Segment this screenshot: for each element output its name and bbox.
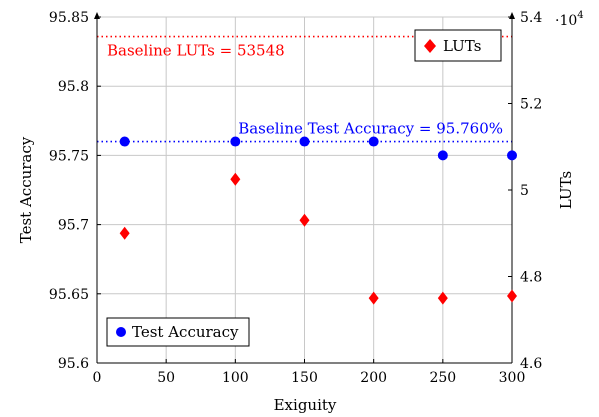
accuracy-point [368, 136, 379, 147]
accuracy-point [507, 150, 517, 161]
x-tick-label: 0 [93, 370, 102, 386]
right-y-tick-label: 4.6 [520, 356, 542, 372]
legend-box [106, 317, 250, 347]
accuracy-point [119, 136, 130, 147]
right-y-axis-label: LUTs [557, 171, 575, 209]
luts-point [119, 226, 130, 240]
right-y-tick-label: 5.4 [520, 10, 542, 26]
luts-point [437, 291, 448, 305]
right-y-tick-label: 5 [520, 183, 529, 199]
right-axis-multiplier: ·104 [555, 10, 584, 29]
left-y-axis-arrow [94, 12, 100, 19]
x-tick-label: 150 [291, 370, 318, 386]
luts-point [230, 172, 241, 186]
accuracy-point [230, 136, 241, 147]
x-tick-label: 100 [222, 370, 249, 386]
left-y-tick-label: 95.8 [58, 79, 89, 95]
left-y-tick-label: 95.75 [49, 148, 89, 164]
left-y-tick-label: 95.85 [49, 10, 89, 26]
x-tick-label: 300 [499, 370, 526, 386]
right-y-axis-ticks: 4.6 4.8 5 5.2 5.4 [508, 10, 542, 372]
legend-diamond-icon [424, 39, 436, 53]
baseline-label: Baseline LUTs = 53548 [107, 42, 285, 60]
legend-test-accuracy: Test Accuracy [106, 317, 250, 347]
legend-label: LUTs [443, 37, 481, 55]
legend-luts: LUTs [414, 29, 502, 62]
multiplier-base: ·10 [555, 13, 577, 29]
data-marks [119, 136, 517, 305]
left-y-axis-ticks: 95.6 95.65 95.7 95.75 95.8 95.85 [49, 10, 101, 372]
right-y-tick-label: 5.2 [520, 97, 542, 113]
x-tick-label: 50 [157, 370, 175, 386]
right-y-tick-label: 4.8 [520, 270, 542, 286]
left-y-tick-label: 95.65 [49, 287, 89, 303]
luts-point [368, 291, 379, 305]
luts-point [507, 289, 517, 303]
x-tick-label: 250 [429, 370, 456, 386]
left-y-tick-label: 95.7 [58, 218, 89, 234]
accuracy-point [299, 136, 310, 147]
x-tick-label: 200 [360, 370, 387, 386]
grid [96, 16, 513, 364]
left-y-tick-label: 95.6 [58, 356, 89, 372]
x-axis-ticks: 0 50 100 150 200 250 300 [93, 359, 526, 386]
legend-label: Test Accuracy [132, 323, 239, 341]
right-y-axis-arrow [509, 12, 515, 19]
x-axis-label: Exiguity [274, 396, 337, 414]
accuracy-point [437, 150, 448, 161]
baseline-label: Baseline Test Accuracy = 95.760% [238, 120, 503, 138]
left-y-axis-label: Test Accuracy [17, 136, 35, 243]
luts-point [299, 213, 310, 227]
legend-circle-icon [116, 327, 126, 337]
multiplier-exponent: 4 [577, 10, 583, 21]
